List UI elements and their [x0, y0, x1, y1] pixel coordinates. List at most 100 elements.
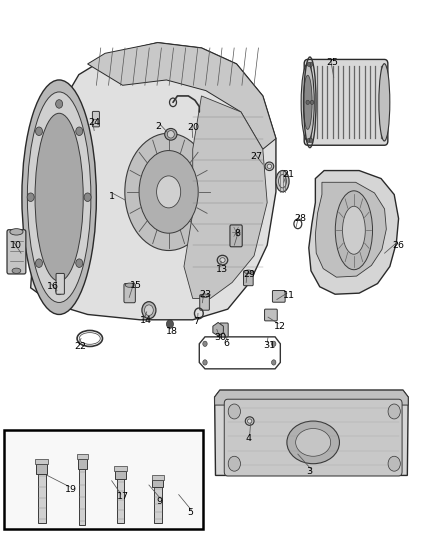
Ellipse shape — [247, 419, 252, 423]
Ellipse shape — [245, 417, 254, 425]
Ellipse shape — [244, 270, 252, 274]
Text: 19: 19 — [65, 485, 77, 494]
Circle shape — [307, 62, 311, 67]
Ellipse shape — [276, 171, 289, 192]
FancyBboxPatch shape — [304, 59, 388, 145]
FancyBboxPatch shape — [115, 471, 126, 479]
Ellipse shape — [201, 294, 208, 297]
FancyBboxPatch shape — [154, 487, 162, 523]
FancyBboxPatch shape — [77, 454, 88, 458]
Ellipse shape — [139, 150, 198, 233]
Circle shape — [309, 138, 313, 142]
FancyBboxPatch shape — [117, 479, 124, 523]
Text: 27: 27 — [251, 152, 262, 161]
Ellipse shape — [167, 131, 174, 138]
FancyBboxPatch shape — [224, 399, 402, 476]
Ellipse shape — [125, 283, 134, 287]
FancyBboxPatch shape — [230, 225, 242, 247]
Ellipse shape — [296, 429, 331, 456]
Circle shape — [203, 341, 207, 346]
Text: 9: 9 — [156, 497, 162, 505]
Text: 8: 8 — [234, 229, 240, 238]
Ellipse shape — [265, 162, 274, 171]
Circle shape — [309, 62, 313, 67]
Ellipse shape — [336, 191, 372, 270]
Polygon shape — [309, 171, 399, 294]
Text: 6: 6 — [223, 339, 230, 348]
FancyBboxPatch shape — [272, 290, 285, 302]
Text: 21: 21 — [283, 171, 294, 179]
Circle shape — [35, 259, 42, 268]
Text: 18: 18 — [166, 327, 177, 336]
Ellipse shape — [343, 206, 365, 254]
Text: 16: 16 — [47, 282, 59, 291]
Polygon shape — [215, 390, 408, 475]
FancyBboxPatch shape — [265, 309, 277, 321]
Circle shape — [228, 456, 240, 471]
Polygon shape — [215, 390, 408, 405]
FancyBboxPatch shape — [244, 271, 253, 286]
Circle shape — [388, 456, 400, 471]
Text: 3: 3 — [307, 467, 313, 476]
Text: 29: 29 — [243, 270, 255, 279]
Text: 25: 25 — [326, 59, 338, 67]
Text: 23: 23 — [200, 290, 212, 298]
Text: 13: 13 — [216, 265, 229, 273]
Text: 30: 30 — [215, 334, 227, 342]
Ellipse shape — [220, 257, 225, 263]
FancyBboxPatch shape — [36, 464, 47, 473]
FancyBboxPatch shape — [7, 230, 26, 274]
Text: 5: 5 — [187, 508, 193, 517]
Circle shape — [228, 404, 240, 419]
Text: 12: 12 — [274, 322, 286, 330]
FancyBboxPatch shape — [200, 295, 209, 310]
Ellipse shape — [267, 164, 272, 168]
Circle shape — [76, 259, 83, 268]
Polygon shape — [88, 43, 276, 149]
Text: 7: 7 — [193, 318, 199, 326]
Ellipse shape — [379, 63, 390, 141]
FancyBboxPatch shape — [152, 475, 164, 480]
FancyBboxPatch shape — [152, 480, 163, 487]
FancyBboxPatch shape — [35, 459, 48, 464]
Ellipse shape — [217, 255, 228, 265]
Text: 14: 14 — [140, 317, 152, 325]
Circle shape — [388, 404, 400, 419]
Circle shape — [56, 286, 63, 295]
Text: 26: 26 — [392, 241, 404, 249]
Circle shape — [306, 100, 309, 104]
FancyBboxPatch shape — [114, 466, 127, 471]
Circle shape — [203, 360, 207, 365]
Text: 11: 11 — [283, 292, 294, 300]
Circle shape — [35, 127, 42, 135]
Text: 10: 10 — [10, 241, 21, 249]
Polygon shape — [315, 182, 386, 277]
Text: 17: 17 — [117, 492, 128, 501]
Ellipse shape — [165, 128, 177, 140]
Circle shape — [310, 100, 314, 104]
Circle shape — [56, 100, 63, 108]
Ellipse shape — [22, 80, 96, 314]
Circle shape — [272, 360, 276, 365]
Text: 28: 28 — [294, 214, 306, 223]
Ellipse shape — [125, 133, 212, 251]
Circle shape — [27, 193, 34, 201]
Ellipse shape — [279, 174, 286, 188]
FancyBboxPatch shape — [220, 323, 228, 337]
Ellipse shape — [287, 421, 339, 464]
Text: 20: 20 — [187, 124, 199, 132]
Ellipse shape — [303, 75, 312, 130]
FancyBboxPatch shape — [4, 430, 203, 529]
Text: 22: 22 — [74, 342, 86, 351]
Polygon shape — [213, 322, 223, 336]
Ellipse shape — [145, 305, 153, 316]
Circle shape — [84, 193, 91, 201]
Text: 4: 4 — [245, 434, 251, 442]
Ellipse shape — [157, 176, 180, 208]
FancyBboxPatch shape — [92, 111, 99, 127]
Text: 15: 15 — [130, 281, 141, 289]
Polygon shape — [31, 43, 276, 320]
Text: 1: 1 — [109, 192, 115, 200]
Ellipse shape — [35, 114, 83, 281]
Text: 31: 31 — [263, 341, 275, 350]
